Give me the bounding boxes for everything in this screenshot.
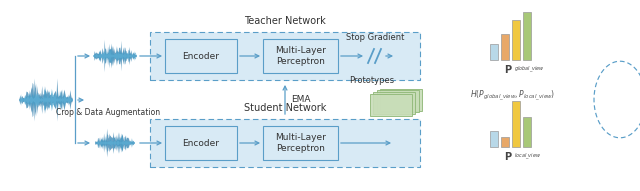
Text: $_{global\_view}$: $_{global\_view}$ bbox=[515, 65, 545, 75]
Polygon shape bbox=[93, 50, 137, 62]
Bar bbox=[501, 34, 509, 60]
Bar bbox=[380, 88, 422, 111]
Text: Teacher Network: Teacher Network bbox=[244, 16, 326, 26]
Text: Stop Gradient: Stop Gradient bbox=[346, 33, 404, 42]
Text: $\mathbf{P}$: $\mathbf{P}$ bbox=[504, 63, 513, 75]
Text: Encoder: Encoder bbox=[182, 138, 220, 147]
Bar bbox=[263, 126, 338, 160]
Bar bbox=[150, 32, 420, 80]
Bar bbox=[150, 119, 420, 167]
Polygon shape bbox=[19, 89, 73, 111]
Polygon shape bbox=[95, 138, 135, 148]
Bar bbox=[165, 126, 237, 160]
Text: $\mathbf{P}$: $\mathbf{P}$ bbox=[504, 150, 513, 162]
Bar bbox=[376, 90, 419, 112]
Polygon shape bbox=[95, 129, 135, 157]
Bar bbox=[501, 137, 509, 147]
Text: Multi-Layer
Perceptron: Multi-Layer Perceptron bbox=[275, 133, 326, 153]
Bar bbox=[512, 20, 520, 60]
Text: EMA: EMA bbox=[291, 95, 310, 104]
Text: $_{local\_view}$: $_{local\_view}$ bbox=[515, 152, 541, 163]
Text: Multi-Layer
Perceptron: Multi-Layer Perceptron bbox=[275, 46, 326, 66]
Bar bbox=[490, 44, 498, 60]
Bar bbox=[369, 94, 412, 116]
Polygon shape bbox=[93, 40, 137, 72]
Bar bbox=[523, 12, 531, 60]
Text: Prototypes: Prototypes bbox=[349, 75, 395, 84]
Text: Crop & Data Augmentation: Crop & Data Augmentation bbox=[56, 108, 160, 117]
Text: $H(P_{global\_view},P_{local\_view})$: $H(P_{global\_view},P_{local\_view})$ bbox=[470, 88, 555, 103]
Bar bbox=[523, 117, 531, 147]
Bar bbox=[165, 39, 237, 73]
Bar bbox=[373, 92, 415, 114]
Bar bbox=[490, 131, 498, 147]
Polygon shape bbox=[93, 48, 137, 64]
Polygon shape bbox=[19, 79, 73, 121]
Bar bbox=[263, 39, 338, 73]
Text: Student Network: Student Network bbox=[244, 103, 326, 113]
Polygon shape bbox=[19, 90, 73, 110]
Bar bbox=[512, 101, 520, 147]
Polygon shape bbox=[95, 134, 135, 152]
Text: Encoder: Encoder bbox=[182, 52, 220, 61]
